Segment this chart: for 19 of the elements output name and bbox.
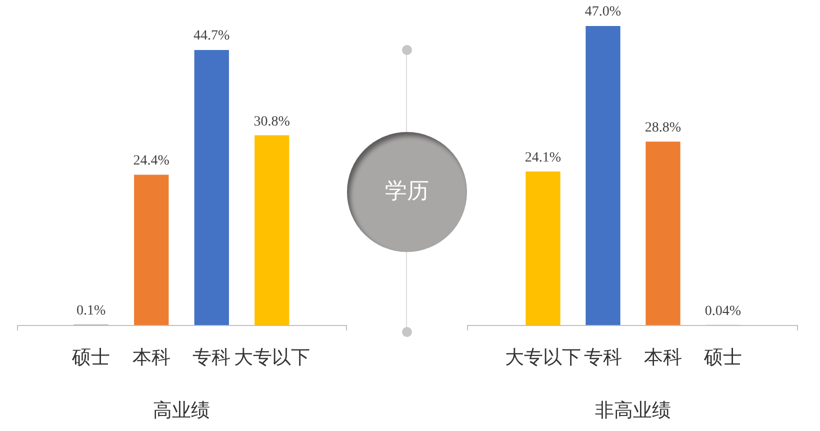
x-tick-label: 本科 (644, 346, 682, 369)
x-tick-label: 专科 (192, 346, 231, 369)
x-axis-title: 高业绩 (153, 400, 210, 422)
x-tick-label: 本科 (132, 346, 170, 369)
data-label: 24.1% (524, 150, 562, 166)
data-label: 0.1% (76, 303, 106, 318)
text: 学历 (384, 178, 430, 206)
data-label: 24.4% (133, 154, 170, 169)
data-label: 47.0% (584, 4, 622, 20)
data-label: 28.8% (644, 120, 682, 136)
x-tick-label: 大专以下 (234, 346, 310, 369)
data-label: 30.8% (254, 114, 290, 130)
x-tick-label: 专科 (584, 346, 622, 369)
data-label: 0.04% (704, 304, 742, 319)
data-label: 44.7% (194, 28, 230, 44)
x-axis-title: 非高业绩 (595, 400, 671, 422)
x-tick-label: 硕士 (71, 346, 110, 369)
x-tick-label: 大专以下 (505, 346, 581, 369)
x-tick-label: 硕士 (703, 346, 742, 369)
